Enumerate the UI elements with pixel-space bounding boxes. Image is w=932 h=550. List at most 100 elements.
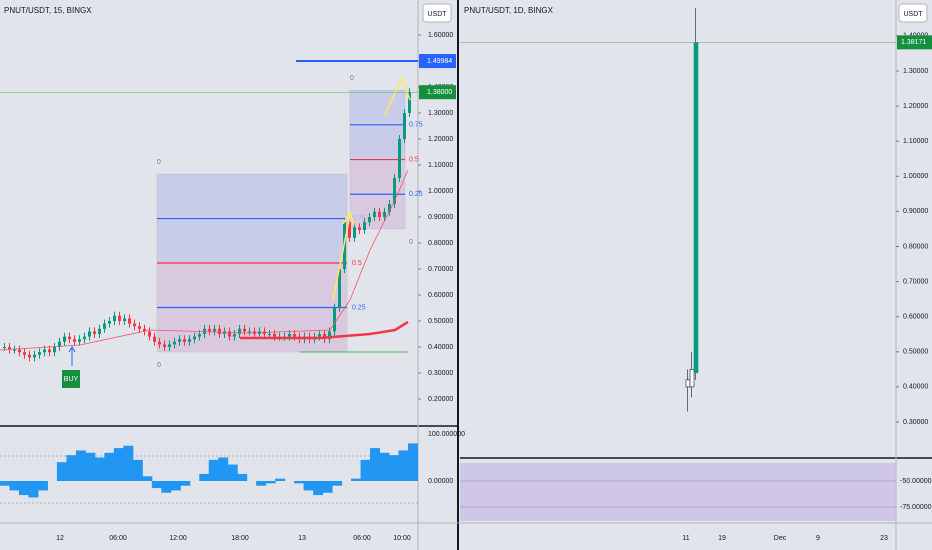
price-tick-label: 1.00000 bbox=[428, 188, 453, 195]
currency-button[interactable] bbox=[898, 3, 928, 23]
osc-bar bbox=[237, 473, 248, 481]
osc-bar bbox=[227, 464, 238, 481]
osc-bar bbox=[28, 481, 39, 498]
candle bbox=[83, 336, 86, 340]
candle bbox=[43, 349, 46, 353]
candle bbox=[288, 334, 291, 337]
candle bbox=[408, 92, 411, 113]
fib-label: 0.75 bbox=[409, 122, 423, 129]
time-label: 9 bbox=[816, 535, 820, 542]
candle bbox=[353, 227, 356, 238]
candle bbox=[88, 331, 91, 337]
candle bbox=[53, 347, 56, 353]
price-tick-label: 1.30000 bbox=[428, 110, 453, 117]
arrow bbox=[332, 75, 411, 301]
currency: USDT bbox=[427, 11, 447, 18]
indicator-band bbox=[460, 463, 896, 521]
candle bbox=[198, 334, 201, 337]
candle bbox=[28, 354, 31, 358]
osc-bar bbox=[351, 478, 362, 481]
candle bbox=[368, 217, 371, 223]
price-tick-label: 0.30000 bbox=[903, 419, 928, 426]
fib-label: 0 bbox=[157, 159, 161, 166]
time-label: 10:00 bbox=[393, 535, 411, 542]
candle bbox=[68, 336, 71, 340]
candle bbox=[328, 331, 331, 340]
candle bbox=[98, 328, 101, 334]
osc-bar bbox=[94, 457, 105, 481]
osc-tick-label: 0.00000 bbox=[428, 478, 453, 485]
candle bbox=[248, 331, 251, 333]
osc-bar bbox=[132, 459, 143, 481]
candle bbox=[48, 349, 51, 353]
osc-bar bbox=[218, 457, 229, 481]
candle bbox=[193, 336, 196, 340]
candle bbox=[273, 334, 276, 337]
candle bbox=[173, 341, 176, 345]
osc-tick-label: -50.00000 bbox=[900, 478, 932, 485]
time-label: 06:00 bbox=[109, 535, 127, 542]
osc-bar bbox=[123, 445, 134, 481]
price-tick-label: 0.90000 bbox=[428, 214, 453, 221]
candle bbox=[143, 328, 146, 332]
osc-bar bbox=[18, 481, 29, 496]
price-tick-label: 0.60000 bbox=[903, 314, 928, 321]
price-tick-label: 0.30000 bbox=[428, 370, 453, 377]
candle bbox=[363, 222, 366, 230]
fib-label: 0 bbox=[409, 239, 413, 246]
candle bbox=[685, 379, 691, 388]
price-tick-label: 1.20000 bbox=[903, 103, 928, 110]
candle bbox=[233, 334, 236, 337]
candle bbox=[23, 352, 26, 355]
candle bbox=[293, 334, 296, 337]
osc-tick-label: -75.00000 bbox=[900, 504, 932, 511]
candle bbox=[13, 349, 16, 351]
candle bbox=[63, 336, 66, 342]
osc-bar bbox=[303, 481, 314, 491]
candle bbox=[223, 331, 226, 334]
candle bbox=[158, 341, 161, 345]
candle bbox=[3, 347, 6, 348]
candle bbox=[103, 323, 106, 329]
osc-bar bbox=[389, 455, 400, 481]
moving-average bbox=[240, 320, 409, 340]
price-tick-label: 1.10000 bbox=[903, 138, 928, 145]
candle bbox=[393, 178, 396, 204]
candle bbox=[183, 339, 186, 342]
price-tag bbox=[419, 54, 456, 69]
osc-bar bbox=[75, 450, 86, 481]
candle bbox=[358, 227, 361, 230]
price-tick-label: 0.50000 bbox=[903, 349, 928, 356]
osc-bar bbox=[256, 481, 267, 486]
osc-bar bbox=[379, 452, 390, 481]
candle bbox=[383, 211, 386, 217]
candle bbox=[238, 328, 241, 334]
osc-bar bbox=[9, 481, 20, 491]
osc-bar bbox=[170, 481, 181, 491]
fib-label: 0.25 bbox=[409, 191, 423, 198]
price-tick-label: 1.20000 bbox=[428, 136, 453, 143]
fib-label: 0 bbox=[157, 362, 161, 369]
buy-arrow bbox=[68, 346, 76, 366]
candle bbox=[689, 369, 695, 388]
candle bbox=[153, 336, 156, 342]
price-tick-label: 0.70000 bbox=[903, 278, 928, 285]
candle bbox=[243, 328, 246, 332]
fib-label: 0 bbox=[350, 75, 354, 82]
candle bbox=[168, 344, 171, 347]
currency-button[interactable] bbox=[422, 3, 452, 23]
candle bbox=[178, 339, 181, 342]
osc-bar bbox=[0, 481, 10, 486]
candle bbox=[128, 318, 131, 324]
candle bbox=[138, 326, 141, 329]
candle bbox=[188, 339, 191, 342]
candle bbox=[208, 328, 211, 332]
osc-bar bbox=[37, 481, 48, 491]
candle bbox=[73, 339, 76, 342]
price-tag-label: 1.38171 bbox=[901, 39, 926, 46]
osc-bar bbox=[208, 459, 219, 481]
time-label: 18:00 bbox=[231, 535, 249, 542]
candle bbox=[33, 354, 36, 358]
osc-bar bbox=[199, 473, 210, 481]
